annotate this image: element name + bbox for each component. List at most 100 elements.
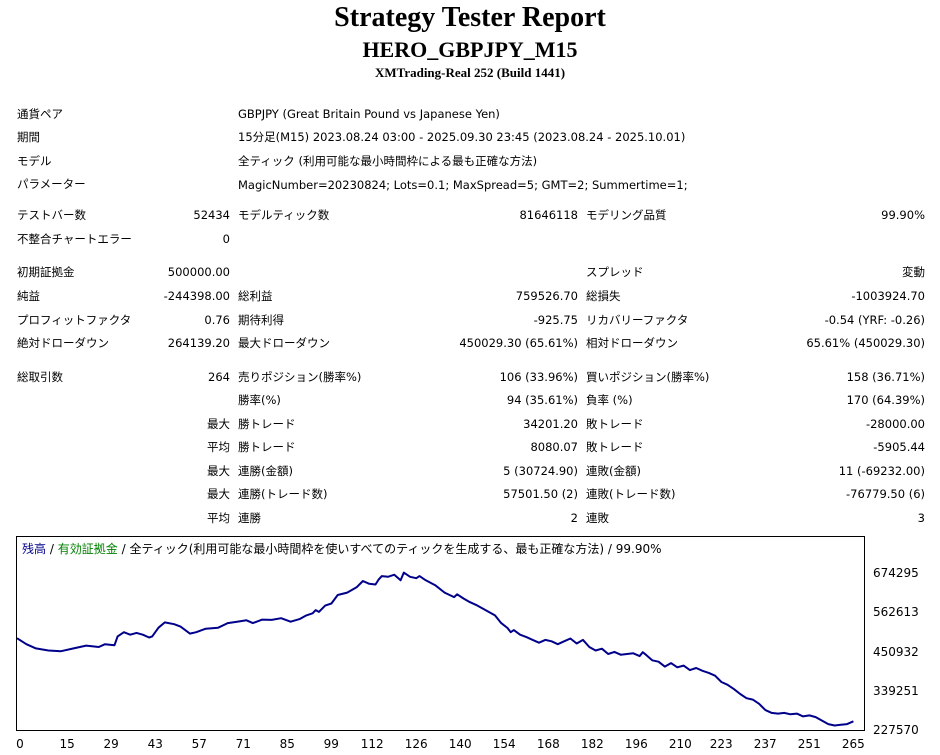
loss-rate-label: 負率 (%) [586, 393, 633, 407]
params-label: パラメーター [17, 177, 86, 191]
largest-loss-value: -28000.00 [865, 417, 925, 431]
legend-separator: / [49, 542, 54, 556]
legend-equity: 有効証拠金 [57, 542, 118, 556]
report-title: Strategy Tester Report [334, 2, 606, 33]
model-value: 全ティック (利用可能な最小時間枠による最も正確な方法) [238, 154, 538, 168]
x-tick-label: 85 [279, 737, 295, 751]
avg-prefix: 平均 [207, 511, 230, 525]
avg-prefix: 平均 [207, 440, 230, 454]
avg-win-value: 8080.07 [530, 440, 578, 454]
avg-win-label: 勝トレード [238, 440, 296, 454]
y-tick-label: 227570 [873, 723, 919, 737]
loss-rate-value: 170 (64.39%) [846, 393, 925, 407]
x-tick-label: 265 [841, 737, 865, 751]
x-tick-label: 196 [624, 737, 648, 751]
x-tick-label: 223 [709, 737, 733, 751]
chart-legend: 残高 / 有効証拠金 / 全ティック(利用可能な最小時間枠を使いすべてのティック… [22, 540, 662, 557]
cons-losses-amount-value: 11 (-69232.00) [838, 464, 925, 478]
quality-label: モデリング品質 [586, 208, 667, 222]
avg-loss-label: 敗トレード [586, 440, 644, 454]
x-tick-label: 57 [191, 737, 207, 751]
max-prefix: 最大 [207, 417, 230, 431]
legend-separator: / [607, 542, 612, 556]
x-tick-label: 126 [404, 737, 428, 751]
x-tick-label: 112 [360, 737, 384, 751]
recovery-factor-label: リカバリーファクタ [586, 313, 689, 327]
quality-value: 99.90% [881, 208, 925, 222]
max-drawdown-value: 450029.30 (65.61%) [459, 336, 578, 350]
legend-balance: 残高 [22, 542, 47, 556]
errors-label: 不整合チャートエラー [17, 232, 132, 246]
x-tick-label: 210 [668, 737, 692, 751]
x-tick-label: 154 [492, 737, 516, 751]
x-tick-label: 29 [103, 737, 119, 751]
avg-cons-wins-value: 2 [570, 511, 578, 525]
report-subtitle: HERO_GBPJPY_M15 [362, 37, 578, 62]
balance-chart-svg [17, 571, 854, 727]
x-tick-label: 71 [235, 737, 251, 751]
ticks-value: 81646118 [519, 208, 578, 222]
avg-loss-value: -5905.44 [873, 440, 925, 454]
balance-series-line [17, 571, 854, 727]
x-tick-label: 182 [580, 737, 604, 751]
max-prefix: 最大 [207, 464, 230, 478]
ticks-label: モデルティック数 [238, 208, 330, 222]
expected-payoff-label: 期待利得 [238, 313, 284, 327]
cons-wins-count-value: 57501.50 (2) [503, 487, 578, 501]
x-tick-label: 140 [448, 737, 472, 751]
profitfactor-value: 0.76 [204, 313, 230, 327]
grossprofit-value: 759526.70 [515, 289, 578, 303]
x-tick-label: 251 [797, 737, 821, 751]
cons-wins-count-label: 連勝(トレード数) [238, 487, 328, 501]
x-tick-label: 99 [323, 737, 339, 751]
netprofit-label: 純益 [17, 289, 40, 303]
expected-payoff-value: -925.75 [533, 313, 578, 327]
period-value: 15分足(M15) 2023.08.24 03:00 - 2025.09.30 … [238, 130, 686, 144]
symbol-value: GBPJPY (Great Britain Pound vs Japanese … [238, 107, 500, 121]
max-prefix: 最大 [207, 487, 230, 501]
model-label: モデル [17, 154, 52, 168]
x-tick-label: 237 [753, 737, 777, 751]
short-positions-label: 売りポジション(勝率%) [238, 370, 362, 384]
x-tick-label: 43 [147, 737, 163, 751]
spread-label: スプレッド [586, 265, 644, 279]
cons-wins-amount-label: 連勝(金額) [238, 464, 293, 478]
cons-losses-count-label: 連敗(トレード数) [586, 487, 676, 501]
symbol-label: 通貨ペア [17, 107, 63, 121]
grossprofit-label: 総利益 [238, 289, 273, 303]
avg-cons-wins-label: 連勝 [238, 511, 261, 525]
deposit-label: 初期証拠金 [17, 265, 75, 279]
largest-win-value: 34201.20 [523, 417, 578, 431]
win-rate-label: 勝率(%) [238, 393, 281, 407]
legend-quality: 99.90% [615, 542, 662, 556]
total-trades-value: 264 [208, 370, 230, 384]
x-tick-label: 0 [16, 737, 24, 751]
rel-drawdown-label: 相対ドローダウン [586, 336, 678, 350]
cons-wins-amount-value: 5 (30724.90) [503, 464, 578, 478]
legend-separator: / [121, 542, 126, 556]
errors-value: 0 [222, 232, 230, 246]
total-trades-label: 総取引数 [17, 370, 63, 384]
long-positions-label: 買いポジション(勝率%) [586, 370, 710, 384]
x-tick-label: 15 [59, 737, 75, 751]
grossloss-value: -1003924.70 [851, 289, 925, 303]
abs-drawdown-label: 絶対ドローダウン [17, 336, 109, 350]
rel-drawdown-value: 65.61% (450029.30) [806, 336, 925, 350]
abs-drawdown-value: 264139.20 [167, 336, 230, 350]
legend-model-text: 全ティック(利用可能な最小時間枠を使いすべてのティックを生成する、最も正確な方法… [129, 542, 605, 556]
period-label: 期間 [17, 130, 40, 144]
x-tick-label: 168 [536, 737, 560, 751]
max-drawdown-label: 最大ドローダウン [238, 336, 330, 350]
avg-cons-losses-label: 連敗 [586, 511, 609, 525]
recovery-factor-value: -0.54 (YRF: -0.26) [824, 313, 925, 327]
y-tick-label: 339251 [873, 683, 919, 698]
win-rate-value: 94 (35.61%) [506, 393, 578, 407]
balance-chart [16, 536, 865, 731]
cons-losses-count-value: -76779.50 (6) [846, 487, 925, 501]
long-positions-value: 158 (36.71%) [846, 370, 925, 384]
largest-win-label: 勝トレード [238, 417, 296, 431]
server-build: XMTrading-Real 252 (Build 1441) [374, 65, 566, 80]
spread-value: 変動 [902, 265, 925, 279]
bars-label: テストバー数 [17, 208, 86, 222]
y-tick-label: 562613 [873, 605, 919, 620]
